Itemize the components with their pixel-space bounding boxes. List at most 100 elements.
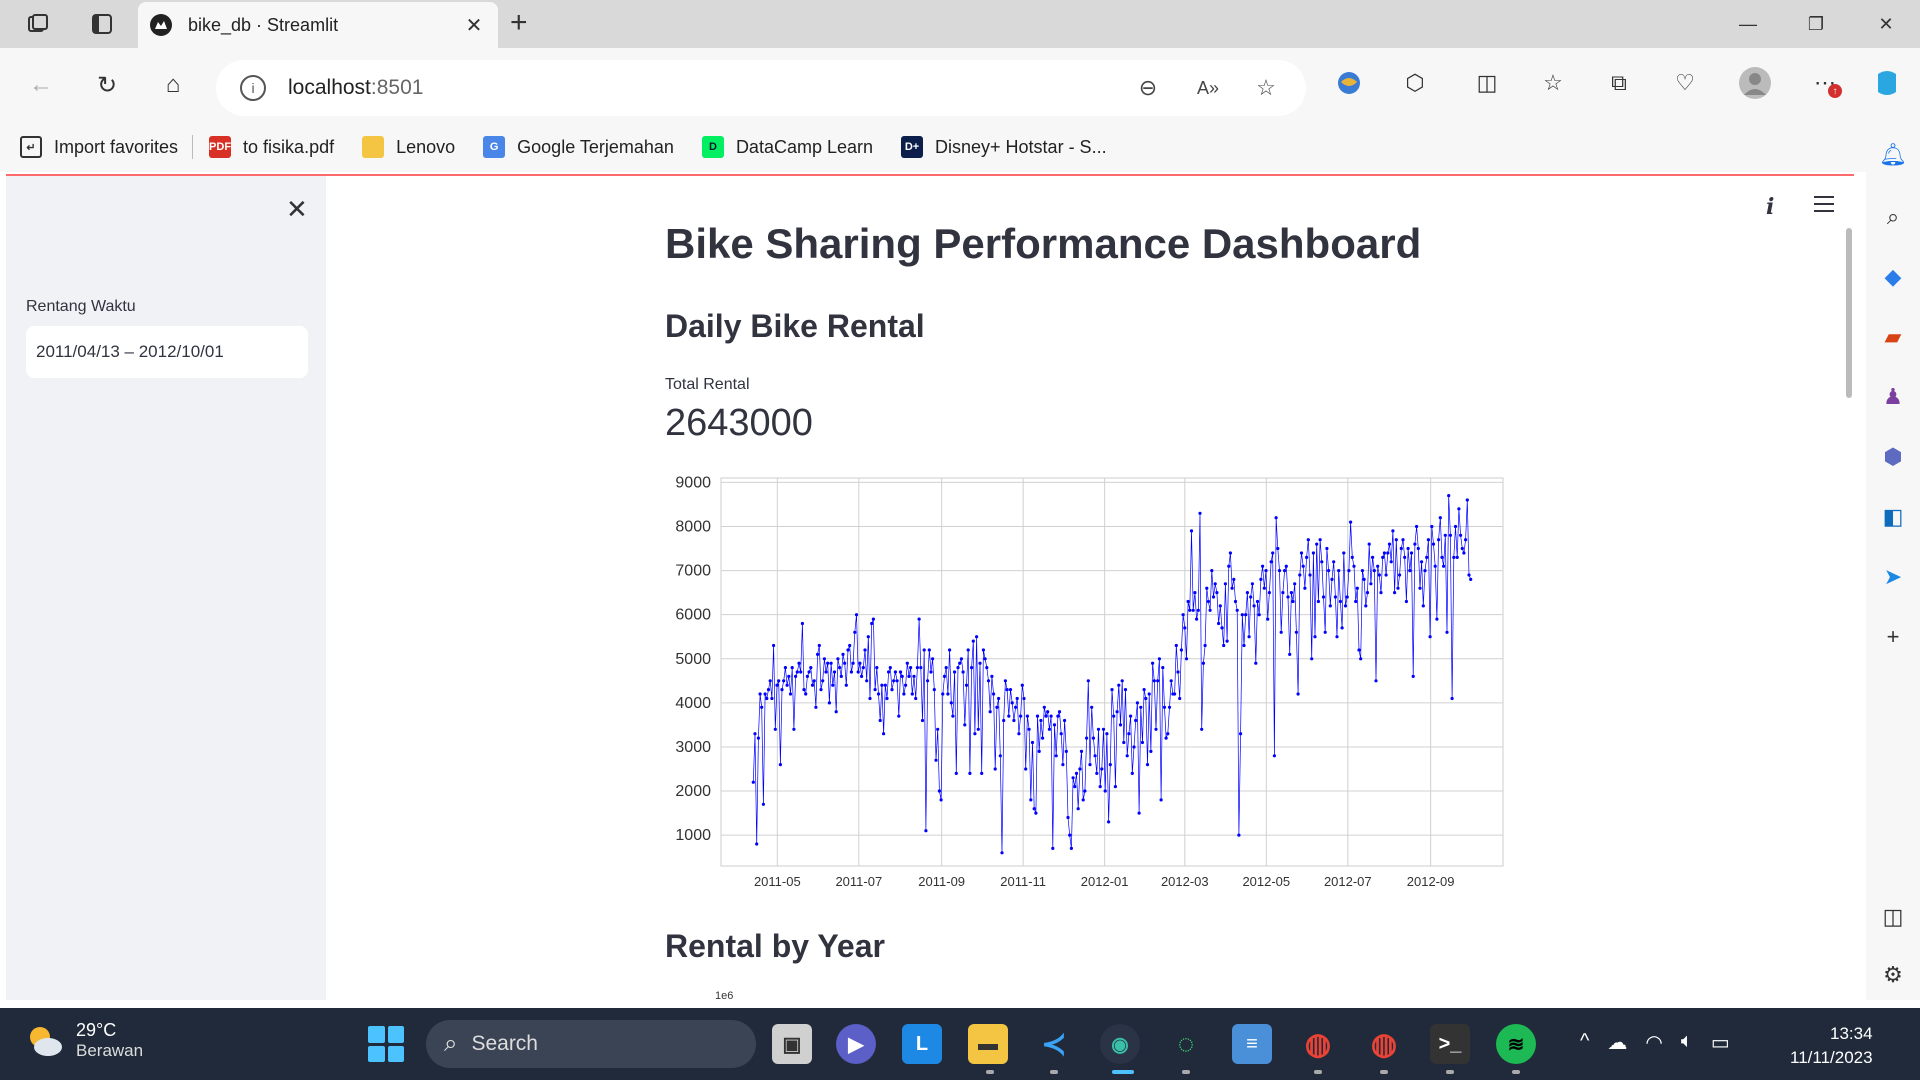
- search-icon[interactable]: ⌕: [1886, 204, 1900, 229]
- url-host: localhost: [288, 76, 371, 99]
- file-explorer-icon[interactable]: ▬: [968, 1024, 1008, 1064]
- send-icon[interactable]: ➤: [1883, 564, 1903, 589]
- site-info-icon[interactable]: i: [240, 75, 266, 101]
- tab-streamlit[interactable]: bike_db · Streamlit ✕: [138, 2, 498, 48]
- data-point: [1174, 643, 1178, 648]
- split-screen-icon[interactable]: ◫: [1476, 70, 1498, 95]
- vscode-icon[interactable]: ≺: [1041, 1027, 1067, 1061]
- data-point: [780, 688, 784, 692]
- restore-icon[interactable]: ❐: [1807, 13, 1825, 34]
- tab-actions-icon[interactable]: [88, 10, 116, 38]
- read-aloud-icon[interactable]: A»: [1196, 77, 1220, 98]
- data-point: [953, 670, 957, 674]
- data-point: [904, 683, 908, 687]
- hamburger-menu-icon[interactable]: [1814, 196, 1834, 217]
- weather-widget[interactable]: 29°C Berawan: [24, 1020, 143, 1061]
- edge-browser-icon[interactable]: ◉: [1100, 1024, 1140, 1064]
- wifi-icon[interactable]: ◠: [1645, 1032, 1663, 1054]
- tab-title: bike_db · Streamlit: [188, 14, 339, 35]
- more-menu-icon[interactable]: ⋯ ↑: [1808, 66, 1842, 100]
- terminal-icon[interactable]: >_: [1430, 1024, 1470, 1064]
- data-point: [1411, 674, 1415, 678]
- chrome-icon[interactable]: ◍: [1304, 1027, 1332, 1061]
- data-point: [1281, 591, 1285, 595]
- home-icon[interactable]: ⌂: [165, 71, 181, 98]
- loading-app-icon[interactable]: ◌: [1177, 1028, 1195, 1059]
- data-point: [778, 763, 782, 767]
- bookmark-hotstar[interactable]: D+ Disney+ Hotstar - S...: [901, 136, 1107, 158]
- new-tab-icon[interactable]: +: [510, 6, 528, 39]
- teams-chat-icon[interactable]: ▶: [836, 1024, 876, 1064]
- data-point: [971, 639, 975, 643]
- data-point: [1100, 767, 1104, 771]
- close-window-icon[interactable]: ✕: [1878, 13, 1894, 34]
- notepad-icon[interactable]: ≡: [1232, 1024, 1272, 1064]
- outlook-icon[interactable]: ◧: [1882, 504, 1904, 529]
- collections-icon[interactable]: ⧉: [1611, 70, 1627, 95]
- data-point: [873, 688, 877, 692]
- system-clock[interactable]: 13:34 11/11/2023: [1790, 1022, 1873, 1070]
- favorites-icon[interactable]: ☆: [1543, 70, 1563, 95]
- address-bar[interactable]: i localhost:8501 ⊖ A» ☆: [216, 60, 1306, 116]
- data-point: [1291, 599, 1295, 604]
- info-icon[interactable]: i: [1766, 194, 1775, 220]
- games-icon[interactable]: ♟: [1883, 384, 1903, 409]
- bookmark-to-fisika[interactable]: PDF to fisika.pdf: [209, 136, 335, 158]
- date-range-input[interactable]: 2011/04/13 – 2012/10/01: [26, 326, 308, 378]
- data-point: [846, 648, 850, 652]
- favorite-star-icon[interactable]: ☆: [1256, 75, 1276, 100]
- back-icon[interactable]: ←: [29, 71, 53, 98]
- data-point: [1333, 595, 1337, 599]
- taskbar-search[interactable]: ⌕ Search: [426, 1020, 756, 1068]
- onedrive-error-icon[interactable]: ☁: [1607, 1032, 1628, 1054]
- data-point: [1232, 577, 1236, 581]
- data-point: [986, 679, 991, 683]
- task-view-icon[interactable]: ▣: [772, 1024, 812, 1064]
- taskbar-indicator: [1050, 1070, 1058, 1074]
- minimize-icon[interactable]: —: [1739, 13, 1757, 34]
- workspaces-icon[interactable]: [24, 10, 52, 38]
- copilot-icon[interactable]: [1870, 66, 1904, 100]
- spotify-icon[interactable]: ≋: [1496, 1024, 1536, 1064]
- microsoft365-icon[interactable]: ⬢: [1883, 444, 1903, 469]
- chrome-profile-icon[interactable]: ◍: [1370, 1027, 1398, 1061]
- sidebar-close-icon[interactable]: ✕: [286, 194, 308, 224]
- bookmark-import-favorites[interactable]: ↵ Import favorites: [20, 136, 178, 158]
- data-point: [1049, 714, 1053, 718]
- data-point: [1220, 626, 1224, 630]
- data-point: [756, 736, 760, 740]
- sidebar-settings-icon[interactable]: ⚙: [1883, 962, 1903, 987]
- browser-essentials-icon[interactable]: ♡: [1675, 70, 1695, 95]
- show-hidden-icons-icon[interactable]: ^: [1580, 1030, 1590, 1052]
- shopping-tag-icon[interactable]: ◆: [1884, 264, 1902, 289]
- bookmark-datacamp[interactable]: D DataCamp Learn: [701, 136, 873, 158]
- tools-icon[interactable]: ▰: [1884, 324, 1902, 349]
- lenovo-app-icon[interactable]: L: [902, 1024, 942, 1064]
- x-tick-label: 2012-07: [1324, 874, 1372, 889]
- hide-sidebar-icon[interactable]: ◫: [1882, 904, 1904, 929]
- url-port: :8501: [370, 76, 424, 99]
- close-tab-icon[interactable]: ✕: [465, 14, 483, 37]
- page-scrollbar[interactable]: [1846, 228, 1852, 398]
- data-point: [1183, 626, 1187, 630]
- extensions-icon[interactable]: ⬡: [1405, 70, 1425, 95]
- notification-bell-icon[interactable]: 🔔︎: [1879, 142, 1907, 167]
- bookmark-google-terjemahan[interactable]: G Google Terjemahan: [483, 136, 674, 158]
- windows-start-icon[interactable]: [368, 1026, 404, 1062]
- x-tick-label: 2011-05: [754, 874, 801, 889]
- bookmark-lenovo[interactable]: Lenovo: [362, 136, 455, 158]
- extension-globe-icon[interactable]: [1332, 66, 1366, 100]
- volume-icon[interactable]: 🔈︎: [1680, 1030, 1693, 1052]
- zoom-out-icon[interactable]: ⊖: [1138, 75, 1158, 100]
- refresh-icon[interactable]: ↻: [96, 71, 118, 99]
- data-point: [788, 692, 793, 696]
- profile-avatar[interactable]: [1738, 66, 1772, 100]
- data-point: [1283, 569, 1287, 573]
- battery-icon[interactable]: ▭: [1710, 1032, 1730, 1054]
- add-sidebar-app-icon[interactable]: +: [1886, 624, 1900, 649]
- data-point: [1076, 807, 1080, 811]
- data-point: [1247, 635, 1251, 639]
- data-point: [958, 661, 962, 665]
- data-point: [1345, 595, 1349, 599]
- data-point: [1266, 617, 1270, 621]
